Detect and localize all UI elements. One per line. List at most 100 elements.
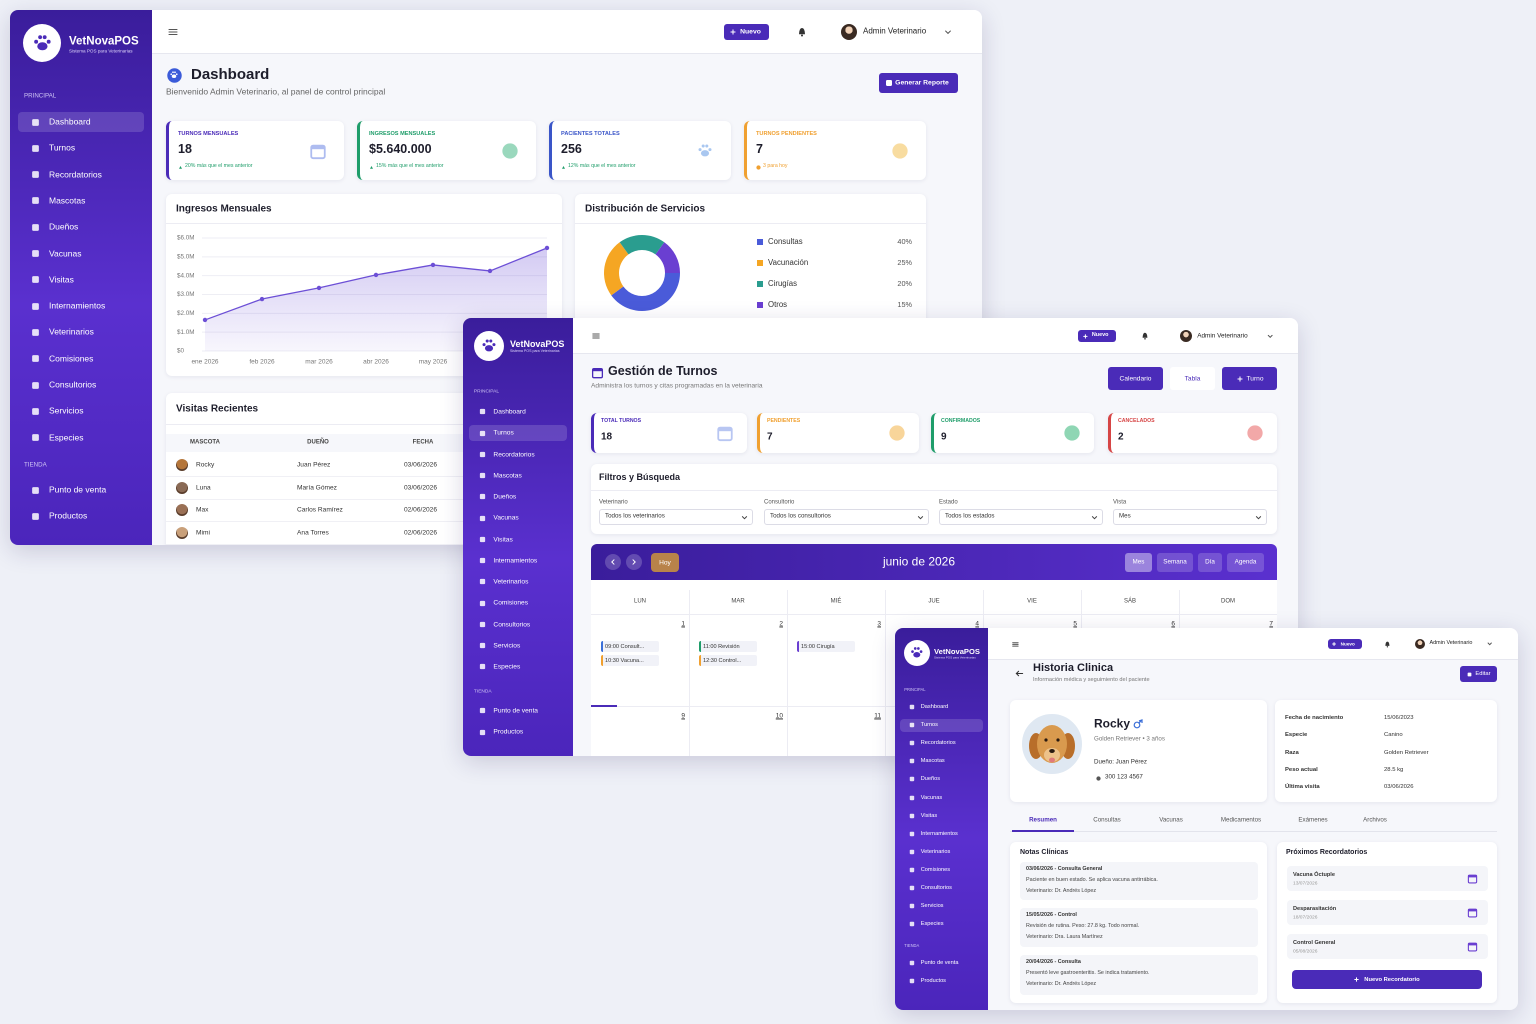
tab[interactable]: Vacunas: [1159, 816, 1183, 824]
new-turn-label[interactable]: Turno: [1246, 374, 1264, 382]
day-number[interactable]: 6: [1171, 620, 1175, 628]
view-button[interactable]: [1108, 367, 1163, 390]
tab[interactable]: Resumen: [1029, 816, 1057, 824]
nav-item[interactable]: Consultorios: [49, 379, 97, 390]
calendar-view-button[interactable]: [1227, 553, 1264, 572]
tab[interactable]: Medicamentos: [1220, 816, 1262, 824]
nav-item[interactable]: Comisiones: [920, 866, 951, 873]
new-button-label[interactable]: Nuevo: [1340, 641, 1355, 647]
tab[interactable]: Archivos: [1363, 816, 1387, 824]
nav-item[interactable]: Internamientos: [49, 300, 106, 311]
nav-item[interactable]: Mascotas: [493, 472, 522, 480]
nav-item[interactable]: Internamientos: [920, 830, 958, 837]
day-number[interactable]: 5: [1073, 620, 1077, 628]
select[interactable]: [764, 509, 929, 525]
event[interactable]: [699, 641, 757, 652]
edit-button[interactable]: [1460, 666, 1497, 682]
nav-item[interactable]: Vacunas: [920, 794, 943, 801]
nav-item[interactable]: Visitas: [920, 812, 938, 819]
nav-item[interactable]: Dueños: [920, 776, 941, 783]
calendar-view-button[interactable]: [1157, 553, 1193, 572]
event-label[interactable]: 10:30 Vacuna...: [605, 657, 644, 664]
event-label[interactable]: 12:30 Control...: [703, 657, 742, 664]
nav-item[interactable]: Especies: [493, 663, 521, 671]
nav-item[interactable]: Dashboard: [920, 703, 949, 710]
select[interactable]: [599, 509, 753, 525]
day-number[interactable]: 7: [1269, 620, 1273, 628]
view-button-label[interactable]: Calendario: [1119, 374, 1152, 382]
nav-item[interactable]: Dashboard: [493, 408, 526, 416]
nav-item[interactable]: Consultorios: [493, 620, 531, 628]
calendar-view-label[interactable]: Día: [1205, 558, 1215, 566]
today-button[interactable]: [651, 553, 679, 572]
nav-item[interactable]: Vacunas: [493, 514, 519, 522]
nav-item[interactable]: Recordatorios: [49, 168, 102, 179]
nav-item[interactable]: Especies: [920, 921, 944, 928]
view-button-label[interactable]: Tabla: [1184, 374, 1201, 382]
event[interactable]: [601, 655, 659, 666]
report-button[interactable]: [879, 73, 958, 93]
nav-item[interactable]: Dueños: [493, 493, 517, 501]
nav-item[interactable]: Turnos: [493, 429, 514, 437]
calendar-view-label[interactable]: Agenda: [1234, 558, 1257, 566]
nav-item[interactable]: Internamientos: [493, 557, 538, 565]
nav-item[interactable]: Punto de venta: [920, 959, 959, 966]
nav-item[interactable]: Productos: [920, 978, 946, 985]
nav-item[interactable]: Servicios: [920, 903, 944, 910]
day-number[interactable]: 2: [779, 620, 783, 628]
calendar-view-label[interactable]: Mes: [1132, 558, 1145, 566]
event-label[interactable]: 09:00 Consult...: [605, 643, 645, 650]
new-button-label[interactable]: Nuevo: [740, 28, 761, 36]
nav-item[interactable]: Veterinarios: [49, 326, 94, 337]
day-number[interactable]: 4: [975, 620, 979, 628]
nav-item[interactable]: Servicios: [493, 642, 521, 650]
select-value[interactable]: Mes: [1119, 512, 1131, 520]
new-reminder-button[interactable]: [1292, 970, 1482, 989]
user-name[interactable]: Admin Veterinario: [1429, 640, 1473, 647]
tab[interactable]: Exámenes: [1298, 816, 1328, 824]
select[interactable]: [1113, 509, 1267, 525]
nav-button[interactable]: [605, 554, 621, 570]
event[interactable]: [699, 655, 757, 666]
edit-button-label[interactable]: Editar: [1475, 670, 1491, 677]
tab[interactable]: Consultas: [1093, 816, 1121, 824]
event[interactable]: [797, 641, 855, 652]
nav-item[interactable]: Visitas: [493, 535, 513, 543]
day-number[interactable]: 10: [775, 712, 783, 720]
day-number[interactable]: 1: [681, 620, 685, 628]
nav-item[interactable]: Recordatorios: [493, 450, 535, 458]
nav-item[interactable]: Consultorios: [920, 884, 952, 891]
nav-item[interactable]: Especies: [49, 431, 84, 442]
nav-item[interactable]: Turnos: [49, 142, 76, 153]
day-number[interactable]: 11: [874, 712, 881, 720]
nav-item[interactable]: Comisiones: [493, 599, 529, 607]
select-value[interactable]: Todos los estados: [945, 512, 995, 520]
nav-item[interactable]: Veterinarios: [493, 578, 529, 586]
user-name[interactable]: Admin Veterinario: [1197, 332, 1248, 340]
event[interactable]: [601, 641, 659, 652]
select-value[interactable]: Todos los veterinarios: [605, 512, 665, 520]
select[interactable]: [939, 509, 1103, 525]
nav-button[interactable]: [626, 554, 642, 570]
select-value[interactable]: Todos los consultorios: [770, 512, 831, 520]
new-reminder-label[interactable]: Nuevo Recordatorio: [1364, 976, 1420, 983]
nav-item[interactable]: Visitas: [49, 274, 74, 285]
nav-item[interactable]: Servicios: [49, 405, 84, 416]
day-number[interactable]: 3: [877, 620, 881, 628]
user-name[interactable]: Admin Veterinario: [863, 26, 927, 36]
event-label[interactable]: 11:00 Revisión: [703, 643, 740, 650]
nav-item[interactable]: Punto de venta: [493, 707, 538, 715]
calendar-view-button[interactable]: [1125, 553, 1152, 572]
nav-item[interactable]: Vacunas: [49, 247, 82, 258]
nav-item[interactable]: Veterinarios: [920, 848, 951, 855]
nav-item[interactable]: Turnos: [920, 722, 938, 729]
new-button[interactable]: [1328, 638, 1362, 650]
nav-item[interactable]: Punto de venta: [49, 484, 107, 495]
nav-item[interactable]: Productos: [49, 510, 88, 521]
event-label[interactable]: 15:00 Cirugía: [801, 643, 835, 650]
report-button-label[interactable]: Generar Reporte: [895, 79, 949, 87]
new-button[interactable]: [1078, 329, 1116, 343]
nav-item[interactable]: Recordatorios: [920, 740, 956, 747]
nav-item[interactable]: Comisiones: [49, 353, 94, 364]
nav-item[interactable]: Productos: [493, 728, 524, 736]
